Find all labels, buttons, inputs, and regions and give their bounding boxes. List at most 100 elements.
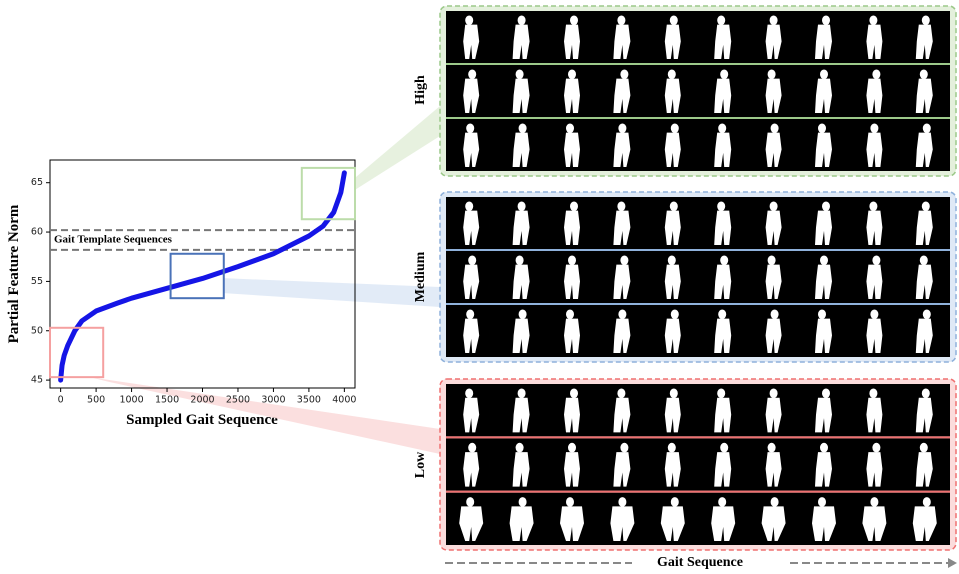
x-axis-label: Sampled Gait Sequence bbox=[126, 412, 278, 428]
connector bbox=[355, 106, 440, 190]
silhouette-head bbox=[617, 201, 625, 211]
silhouette-head bbox=[570, 15, 578, 25]
silhouette-head bbox=[818, 497, 826, 507]
silhouette-head bbox=[717, 201, 725, 211]
silhouette-head bbox=[822, 15, 830, 25]
silhouette-head bbox=[568, 443, 576, 453]
silhouette-head bbox=[820, 443, 828, 453]
silhouette-head bbox=[768, 255, 776, 265]
highlight-box bbox=[302, 168, 355, 219]
x-tick-label: 3500 bbox=[297, 395, 321, 406]
silhouette-head bbox=[468, 255, 476, 265]
silhouette-head bbox=[718, 309, 726, 319]
silhouette-head bbox=[922, 201, 930, 211]
y-tick-label: 55 bbox=[31, 276, 43, 287]
silhouette-head bbox=[718, 123, 726, 133]
panel-label: Low bbox=[413, 451, 428, 478]
silhouette-head bbox=[671, 497, 679, 507]
silhouette-head bbox=[670, 15, 678, 25]
silhouette-head bbox=[922, 15, 930, 25]
silhouette-head bbox=[717, 388, 725, 398]
silhouette-head bbox=[822, 388, 830, 398]
silhouette-head bbox=[566, 309, 574, 319]
y-axis-label: Partial Feature Norm bbox=[6, 204, 22, 343]
silhouette-head bbox=[720, 69, 728, 79]
silhouette-head bbox=[518, 201, 526, 211]
silhouette-head bbox=[671, 309, 679, 319]
silhouette-head bbox=[568, 255, 576, 265]
arrow-head bbox=[948, 558, 957, 568]
silhouette-head bbox=[516, 443, 524, 453]
silhouette-head bbox=[566, 123, 574, 133]
silhouette-head bbox=[869, 15, 877, 25]
silhouette-head bbox=[468, 69, 476, 79]
silhouette-head bbox=[518, 15, 526, 25]
silhouette-head bbox=[820, 69, 828, 79]
silhouette-head bbox=[872, 255, 880, 265]
silhouette-head bbox=[922, 388, 930, 398]
y-tick-label: 50 bbox=[31, 325, 43, 336]
silhouette-head bbox=[519, 123, 527, 133]
silhouette-head bbox=[870, 497, 878, 507]
silhouette-head bbox=[870, 309, 878, 319]
silhouette-head bbox=[869, 388, 877, 398]
silhouette-head bbox=[923, 309, 931, 319]
silhouette-head bbox=[466, 309, 474, 319]
silhouette-head bbox=[720, 443, 728, 453]
silhouette-head bbox=[770, 15, 778, 25]
silhouette-head bbox=[568, 69, 576, 79]
silhouette-head bbox=[466, 123, 474, 133]
silhouette-head bbox=[465, 201, 473, 211]
silhouette-head bbox=[923, 123, 931, 133]
x-tick-label: 1500 bbox=[155, 395, 179, 406]
y-tick-label: 60 bbox=[31, 227, 43, 238]
silhouette-head bbox=[618, 497, 626, 507]
silhouette-head bbox=[771, 123, 779, 133]
silhouette-head bbox=[872, 69, 880, 79]
silhouette-head bbox=[720, 255, 728, 265]
x-tick-label: 2500 bbox=[226, 395, 250, 406]
silhouette-head bbox=[770, 201, 778, 211]
silhouette-head bbox=[618, 309, 626, 319]
silhouette-head bbox=[466, 497, 474, 507]
silhouette-head bbox=[771, 497, 779, 507]
silhouette-head bbox=[820, 255, 828, 265]
y-tick-label: 45 bbox=[31, 375, 43, 386]
silhouette-head bbox=[516, 255, 524, 265]
panel-label: Medium bbox=[413, 251, 428, 302]
x-tick-label: 1000 bbox=[119, 395, 143, 406]
panel-label: High bbox=[413, 75, 428, 105]
silhouette-head bbox=[570, 201, 578, 211]
silhouette-head bbox=[668, 69, 676, 79]
footer-label: Gait Sequence bbox=[657, 555, 743, 570]
silhouette-head bbox=[818, 309, 826, 319]
silhouette-head bbox=[618, 123, 626, 133]
silhouette-head bbox=[770, 388, 778, 398]
silhouette-head bbox=[468, 443, 476, 453]
silhouette-head bbox=[519, 497, 527, 507]
y-tick-label: 65 bbox=[31, 177, 43, 188]
x-tick-label: 500 bbox=[87, 395, 105, 406]
silhouette-head bbox=[818, 123, 826, 133]
silhouette-head bbox=[617, 388, 625, 398]
x-tick-label: 0 bbox=[58, 395, 64, 406]
silhouette-head bbox=[869, 201, 877, 211]
silhouette-head bbox=[566, 497, 574, 507]
silhouette-head bbox=[570, 388, 578, 398]
silhouette-head bbox=[670, 388, 678, 398]
silhouette-head bbox=[670, 201, 678, 211]
silhouette-head bbox=[920, 443, 928, 453]
plot-frame bbox=[50, 160, 355, 388]
silhouette-head bbox=[768, 69, 776, 79]
connector bbox=[224, 278, 440, 307]
highlight-box bbox=[50, 328, 103, 377]
silhouette-head bbox=[617, 15, 625, 25]
figure: Partial Feature Norm Sampled Gait Sequen… bbox=[0, 0, 959, 574]
silhouette-head bbox=[920, 69, 928, 79]
silhouette-head bbox=[516, 69, 524, 79]
silhouette-head bbox=[465, 388, 473, 398]
silhouette-head bbox=[620, 255, 628, 265]
silhouette-head bbox=[771, 309, 779, 319]
silhouette-head bbox=[671, 123, 679, 133]
silhouette-head bbox=[620, 69, 628, 79]
